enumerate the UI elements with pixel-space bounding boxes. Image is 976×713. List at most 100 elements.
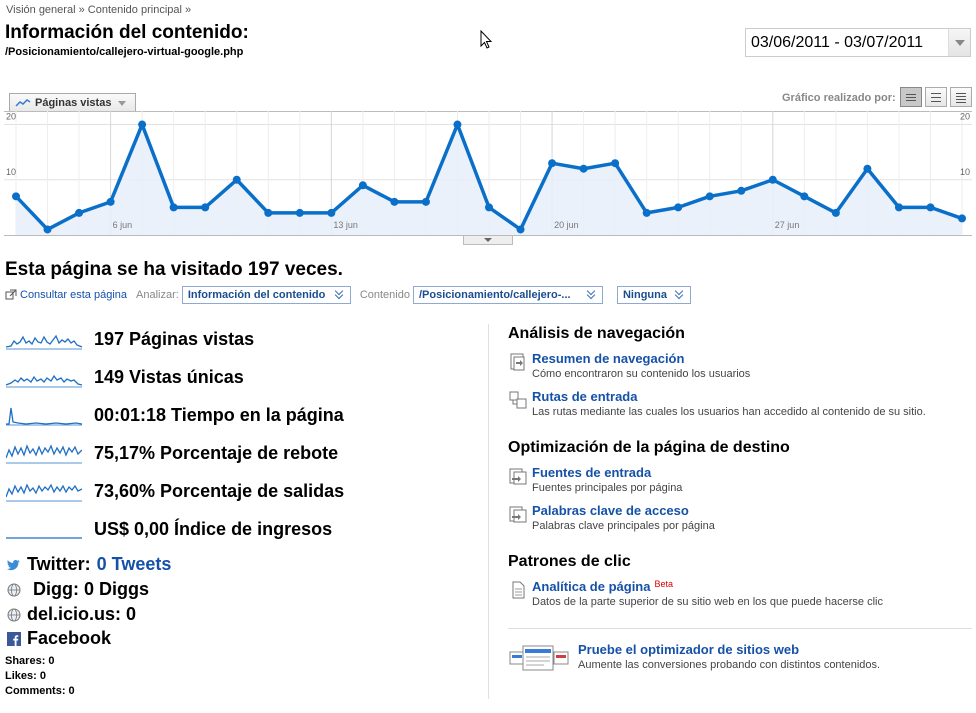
chart-data-point[interactable] — [705, 192, 714, 201]
chart-data-point[interactable] — [358, 181, 367, 190]
website-optimizer-promo[interactable]: Pruebe el optimizador de sitios web Aume… — [508, 642, 880, 674]
chart-data-point[interactable] — [232, 175, 241, 184]
chart-data-point[interactable] — [295, 208, 304, 217]
chevron-down-icon — [484, 238, 492, 242]
chart-data-point[interactable] — [390, 197, 399, 206]
segment-select-value: Ninguna — [622, 289, 667, 301]
content-select-value: /Posicionamiento/callejero-... — [418, 289, 571, 301]
chart-resize-handle[interactable] — [463, 236, 513, 245]
stat-pageviews: 197 Páginas vistas — [6, 328, 254, 350]
website-optimizer-desc: Aumente las conversiones probando con di… — [578, 659, 881, 671]
entrance-paths-item[interactable]: Rutas de entrada Las rutas mediante las … — [508, 389, 926, 418]
content-select[interactable]: /Posicionamiento/callejero-... — [412, 286, 603, 304]
analyze-select-value: Información del contenido — [187, 289, 326, 301]
entrance-paths-desc: Las rutas mediante las cuales los usuari… — [532, 406, 926, 418]
graph-by-month-button[interactable] — [950, 87, 972, 107]
entrance-keywords-icon — [509, 506, 527, 523]
graph-by-label: Gráfico realizado por: — [782, 92, 896, 104]
entrance-sources-link[interactable]: Fuentes de entrada — [532, 465, 652, 480]
chart-data-point[interactable] — [958, 214, 966, 223]
chart-data-point[interactable] — [611, 159, 620, 168]
view-page-link[interactable]: Consultar esta página — [20, 289, 128, 301]
stat-exit-rate: 73,60% Porcentaje de salidas — [6, 480, 344, 502]
twitter-tweets-link[interactable]: 0 Tweets — [96, 554, 172, 574]
segment-select[interactable]: Ninguna — [616, 286, 691, 304]
metric-selector-tab[interactable]: Páginas vistas — [9, 93, 136, 112]
mouse-cursor-icon — [480, 30, 493, 49]
chart-data-point[interactable] — [421, 197, 430, 206]
chart-data-point[interactable] — [831, 208, 840, 217]
breadcrumb-top-content[interactable]: Contenido principal — [87, 4, 182, 16]
chart-data-point[interactable] — [516, 225, 525, 234]
chart-data-point[interactable] — [75, 208, 84, 217]
breadcrumb-overview[interactable]: Visión general — [6, 4, 76, 16]
delicious-count: del.icio.us: 0 — [27, 604, 137, 624]
entrance-sources-icon — [509, 468, 527, 485]
chart-data-point[interactable] — [106, 197, 115, 206]
date-range-dropdown-button[interactable] — [948, 29, 970, 56]
page-title: Información del contenido: — [5, 22, 249, 43]
graph-by-day-button[interactable] — [900, 87, 922, 107]
analyze-select[interactable]: Información del contenido — [181, 286, 351, 304]
chart-data-point[interactable] — [485, 203, 493, 212]
stat-pageviews-text: 197 Páginas vistas — [94, 328, 255, 349]
in-page-analytics-item[interactable]: Analítica de página Beta Datos de la part… — [508, 579, 883, 608]
twitter-label: Twitter: — [27, 554, 91, 574]
chart-data-point[interactable] — [863, 164, 872, 173]
chart-data-point[interactable] — [800, 192, 809, 201]
chart-data-point[interactable] — [674, 203, 683, 212]
entrance-paths-icon — [509, 391, 527, 409]
entrance-keywords-item[interactable]: Palabras clave de acceso Palabras clave … — [508, 503, 715, 532]
page-views-chart: 20 20 10 10 6 jun 13 jun 20 jun 27 jun — [4, 111, 972, 235]
chart-data-point[interactable] — [201, 203, 210, 212]
stat-unique-views-text: 149 Vistas únicas — [94, 366, 244, 387]
column-divider — [488, 324, 489, 699]
chart-data-point[interactable] — [264, 208, 273, 217]
graph-view-buttons — [900, 87, 972, 107]
chart-data-point[interactable] — [327, 208, 336, 217]
breadcrumb-separator: » — [78, 4, 85, 16]
chevron-down-icon — [954, 39, 965, 46]
chart-data-point[interactable] — [768, 175, 777, 184]
entrance-keywords-link[interactable]: Palabras clave de acceso — [532, 503, 689, 518]
chart-data-point[interactable] — [737, 186, 746, 195]
date-range-picker[interactable]: 03/06/2011 - 03/07/2011 — [745, 28, 971, 57]
chart-data-point[interactable] — [43, 225, 52, 234]
stat-unique-views: 149 Vistas únicas — [6, 366, 244, 388]
sparkline-exit-rate — [6, 483, 82, 502]
breadcrumb-separator: » — [185, 4, 192, 16]
facebook-likes: Likes: 0 — [5, 670, 46, 682]
entrance-sources-item[interactable]: Fuentes de entrada Fuentes principales p… — [508, 465, 682, 494]
chevron-down-icon — [334, 289, 346, 301]
in-page-analytics-link[interactable]: Analítica de página — [532, 579, 651, 594]
analyze-label: Analizar: — [136, 289, 179, 301]
navigation-summary-link[interactable]: Resumen de navegación — [532, 351, 685, 366]
visits-summary: Esta página se ha visitado 197 veces. — [5, 259, 343, 280]
chart-data-point[interactable] — [926, 203, 935, 212]
stat-bounce-rate: 75,17% Porcentaje de rebote — [6, 442, 338, 464]
chart-data-point[interactable] — [548, 159, 557, 168]
navigation-summary-item[interactable]: Resumen de navegación Cómo encontraron s… — [508, 351, 750, 380]
graph-by-week-button[interactable] — [925, 87, 947, 107]
x-tick-label: 6 jun — [113, 220, 133, 230]
website-optimizer-link[interactable]: Pruebe el optimizador de sitios web — [578, 642, 800, 657]
sparkline-revenue-index — [6, 537, 82, 539]
globe-icon — [7, 608, 21, 621]
entrance-paths-link[interactable]: Rutas de entrada — [532, 389, 638, 404]
digg-row: Digg: 0 Diggs — [7, 579, 149, 600]
chart-data-point[interactable] — [12, 192, 20, 201]
landing-section-title: Optimización de la página de destino — [508, 439, 790, 456]
x-tick-label: 27 jun — [775, 220, 800, 230]
stat-exit-rate-text: 73,60% Porcentaje de salidas — [94, 480, 345, 501]
entrance-keywords-desc: Palabras clave principales por página — [532, 520, 715, 532]
chart-data-point[interactable] — [894, 203, 903, 212]
navigation-summary-icon — [510, 353, 525, 371]
y-tick-label-right: 10 — [960, 167, 970, 177]
chart-data-point[interactable] — [642, 208, 651, 217]
chart-data-point[interactable] — [579, 164, 588, 173]
chart-data-point[interactable] — [453, 120, 462, 129]
chart-data-point[interactable] — [138, 120, 147, 129]
stat-revenue-index-text: US$ 0,00 Índice de ingresos — [94, 518, 333, 539]
digg-count: Digg: 0 Diggs — [33, 579, 149, 599]
chart-data-point[interactable] — [169, 203, 178, 212]
